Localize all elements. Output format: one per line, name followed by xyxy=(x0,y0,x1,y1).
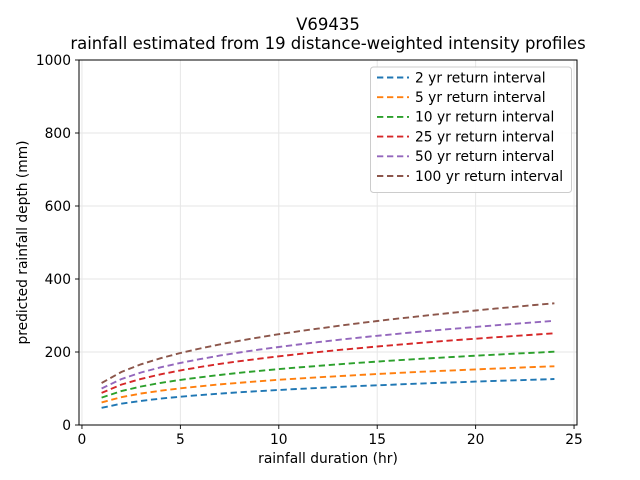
plot-border xyxy=(78,59,578,426)
chart-subtitle: rainfall estimated from 19 distance-weig… xyxy=(70,34,585,53)
y-axis-label: predicted rainfall depth (mm) xyxy=(15,140,31,344)
series-line-10-yr-return-interval xyxy=(101,350,555,399)
y-tick-label: 600 xyxy=(45,199,71,215)
legend-box xyxy=(370,66,572,193)
series-line-25-yr-return-interval xyxy=(101,332,555,394)
x-tick-label: 10 xyxy=(270,432,288,448)
chart-title: V69435 xyxy=(296,15,360,34)
axis-ticks xyxy=(75,59,575,429)
axis-tick-labels: 0 5 10 15 20 25 0 200 400 600 800 1000 xyxy=(36,53,583,448)
y-tick-label: 800 xyxy=(45,126,71,142)
x-tick-label: 0 xyxy=(78,432,87,448)
y-tick-label: 0 xyxy=(62,418,71,434)
legend-label: 10 yr return interval xyxy=(415,110,554,126)
legend: 2 yr return interval 5 yr return interval… xyxy=(370,66,572,193)
x-tick-label: 20 xyxy=(467,432,485,448)
legend-label: 50 yr return interval xyxy=(415,149,554,165)
y-tick-label: 400 xyxy=(45,272,71,288)
series-line-2-yr-return-interval xyxy=(101,378,555,409)
x-tick-label: 25 xyxy=(565,432,583,448)
series-line-100-yr-return-interval xyxy=(101,302,555,384)
x-axis-label: rainfall duration (hr) xyxy=(258,451,398,467)
legend-label: 2 yr return interval xyxy=(415,70,546,86)
x-tick-label: 5 xyxy=(176,432,185,448)
legend-label: 100 yr return interval xyxy=(415,169,563,185)
x-tick-label: 15 xyxy=(368,432,386,448)
legend-label: 5 yr return interval xyxy=(415,90,546,106)
legend-label: 25 yr return interval xyxy=(415,129,554,145)
y-tick-label: 1000 xyxy=(36,53,71,69)
y-tick-label: 200 xyxy=(45,345,71,361)
data-curves xyxy=(101,302,555,409)
series-line-50-yr-return-interval xyxy=(101,319,555,390)
